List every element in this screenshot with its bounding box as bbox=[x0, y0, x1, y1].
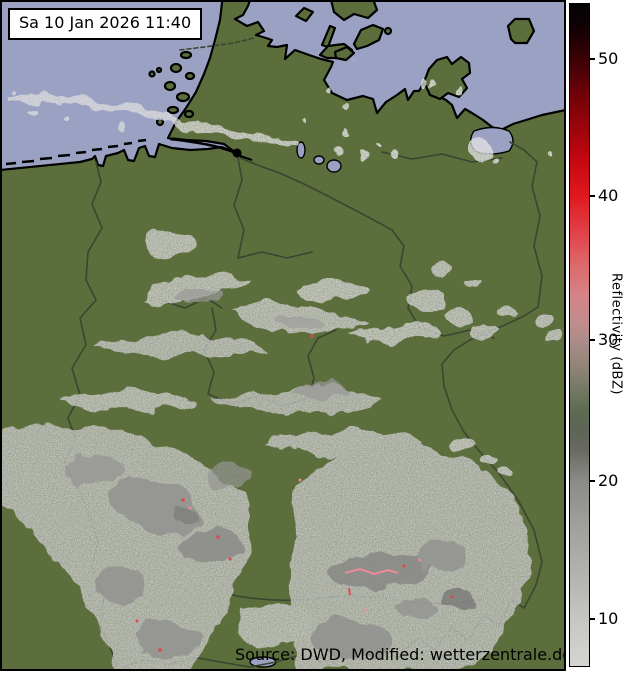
source-attribution: Source: DWD, Modified: wetterzentrale.de bbox=[235, 645, 566, 664]
north-frisian-islands bbox=[148, 8, 201, 127]
timestamp-text: Sa 10 Jan 2026 11:40 bbox=[19, 13, 192, 32]
colorbar-axis-label-container: Reflectivity (dBZ) bbox=[606, 3, 626, 665]
bornholm-island bbox=[506, 17, 536, 45]
colorbar-tick-40 bbox=[590, 195, 595, 197]
radar-echo-layer bbox=[2, 60, 562, 669]
colorbar-tick-label-20: 20 bbox=[598, 471, 619, 491]
lake-mueritz bbox=[326, 159, 342, 173]
elbe-river bbox=[169, 137, 253, 161]
radar-extreme-echoes bbox=[135, 334, 454, 652]
colorbar-tick-10 bbox=[590, 618, 595, 620]
colorbar-tick-30 bbox=[590, 339, 595, 341]
colorbar-tick-label-50: 50 bbox=[598, 49, 619, 69]
colorbar-tick-label-10: 10 bbox=[598, 609, 619, 629]
colorbar-axis-label: Reflectivity (dBZ) bbox=[608, 273, 624, 395]
map-panel: Sa 10 Jan 2026 11:40 Source: DWD, Modifi… bbox=[0, 0, 566, 671]
radar-echo-cores bbox=[65, 289, 477, 660]
radar-map bbox=[2, 2, 564, 669]
reflectivity-colorbar bbox=[569, 3, 590, 667]
colorbar-tick-label-30: 30 bbox=[598, 330, 619, 350]
wadden-islands bbox=[5, 138, 147, 166]
fehmarn-island bbox=[333, 45, 356, 62]
timestamp-box: Sa 10 Jan 2026 11:40 bbox=[8, 8, 203, 40]
lake-plau bbox=[313, 155, 325, 165]
colorbar-tick-label-40: 40 bbox=[598, 186, 619, 206]
colorbar-tick-20 bbox=[590, 480, 595, 482]
lake-schwerin bbox=[296, 141, 306, 159]
hamburg-elbe-blob bbox=[232, 148, 242, 158]
colorbar-tick-50 bbox=[590, 58, 595, 60]
ruegen-island bbox=[422, 55, 472, 101]
